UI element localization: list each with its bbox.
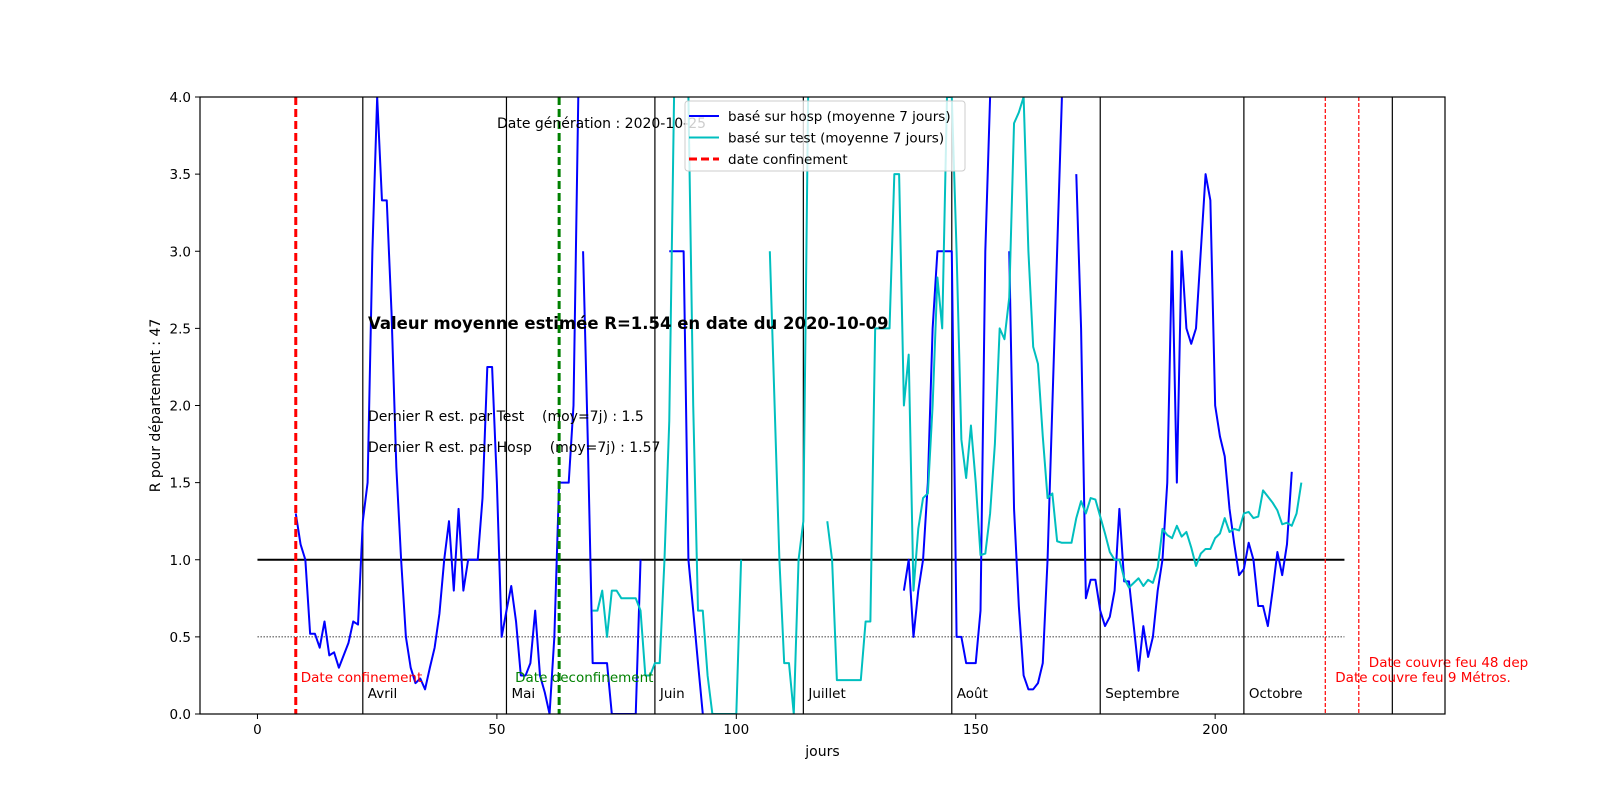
x-axis-label: jours xyxy=(804,744,839,760)
month-label: Octobre xyxy=(1249,686,1303,702)
y-tick-label: 0.0 xyxy=(170,707,191,723)
y-tick-label: 2.5 xyxy=(170,321,191,337)
legend-label: basé sur hosp (moyenne 7 jours) xyxy=(728,109,951,125)
y-tick-label: 1.0 xyxy=(170,553,191,569)
x-tick-label: 0 xyxy=(253,722,262,738)
event-label-confinement: Date confinement xyxy=(301,670,422,686)
month-label: Juillet xyxy=(807,686,845,702)
event-lines-layer xyxy=(294,97,1360,714)
last-r-test-label: Dernier R est. par Test (moy=7j) : 1.5 xyxy=(368,409,644,425)
month-label: Avril xyxy=(368,686,398,702)
y-tick-label: 4.0 xyxy=(170,90,191,106)
y-tick-label: 2.0 xyxy=(170,399,191,415)
x-tick-label: 200 xyxy=(1202,722,1228,738)
month-label: Août xyxy=(957,686,988,702)
x-tick-label: 100 xyxy=(723,722,749,738)
y-tick-label: 3.0 xyxy=(170,244,191,260)
x-tick-label: 50 xyxy=(488,722,505,738)
annotation-layer: Avril Mai Juin Juillet Août Septembre Octobre D… xyxy=(301,116,1529,702)
series-layer xyxy=(294,97,1303,714)
last-r-hosp-label: Dernier R est. par Hosp (moy=7j) : 1.57 xyxy=(368,440,660,456)
month-label: Mai xyxy=(511,686,535,702)
month-label: Septembre xyxy=(1105,686,1179,702)
y-tick-label: 0.5 xyxy=(170,630,191,646)
y-tick-label: 1.5 xyxy=(170,476,191,492)
legend-box xyxy=(684,100,966,172)
series-test-line xyxy=(592,97,1303,714)
legend-layer: basé sur hosp (moyenne 7 jours) basé sur … xyxy=(684,100,966,172)
event-label-curfew-48-dep: Date couvre feu 48 dep xyxy=(1369,655,1528,671)
month-label: Juin xyxy=(659,686,685,702)
mean-value-label: Valeur moyenne estimée R=1.54 en date du… xyxy=(368,314,889,333)
x-tick-label: 150 xyxy=(963,722,989,738)
y-axis-label: R pour département : 47 xyxy=(148,319,164,493)
y-tick-label: 3.5 xyxy=(170,167,191,183)
series-hosp-line xyxy=(294,97,1293,714)
legend-label: date confinement xyxy=(728,152,848,168)
event-label-curfew-9-metros: Date couvre feu 9 Métros. xyxy=(1335,670,1511,686)
generation-date-label: Date génération : 2020-10-25 xyxy=(497,116,706,132)
legend-label: basé sur test (moyenne 7 jours) xyxy=(728,131,944,147)
axes-layer: 0 50 100 150 200 0.0 0.5 1.0 1.5 2.0 2.5 3.0 3.5 4.0 j… xyxy=(148,90,1228,760)
event-label-deconfinement: Date deconfinement xyxy=(515,670,653,686)
